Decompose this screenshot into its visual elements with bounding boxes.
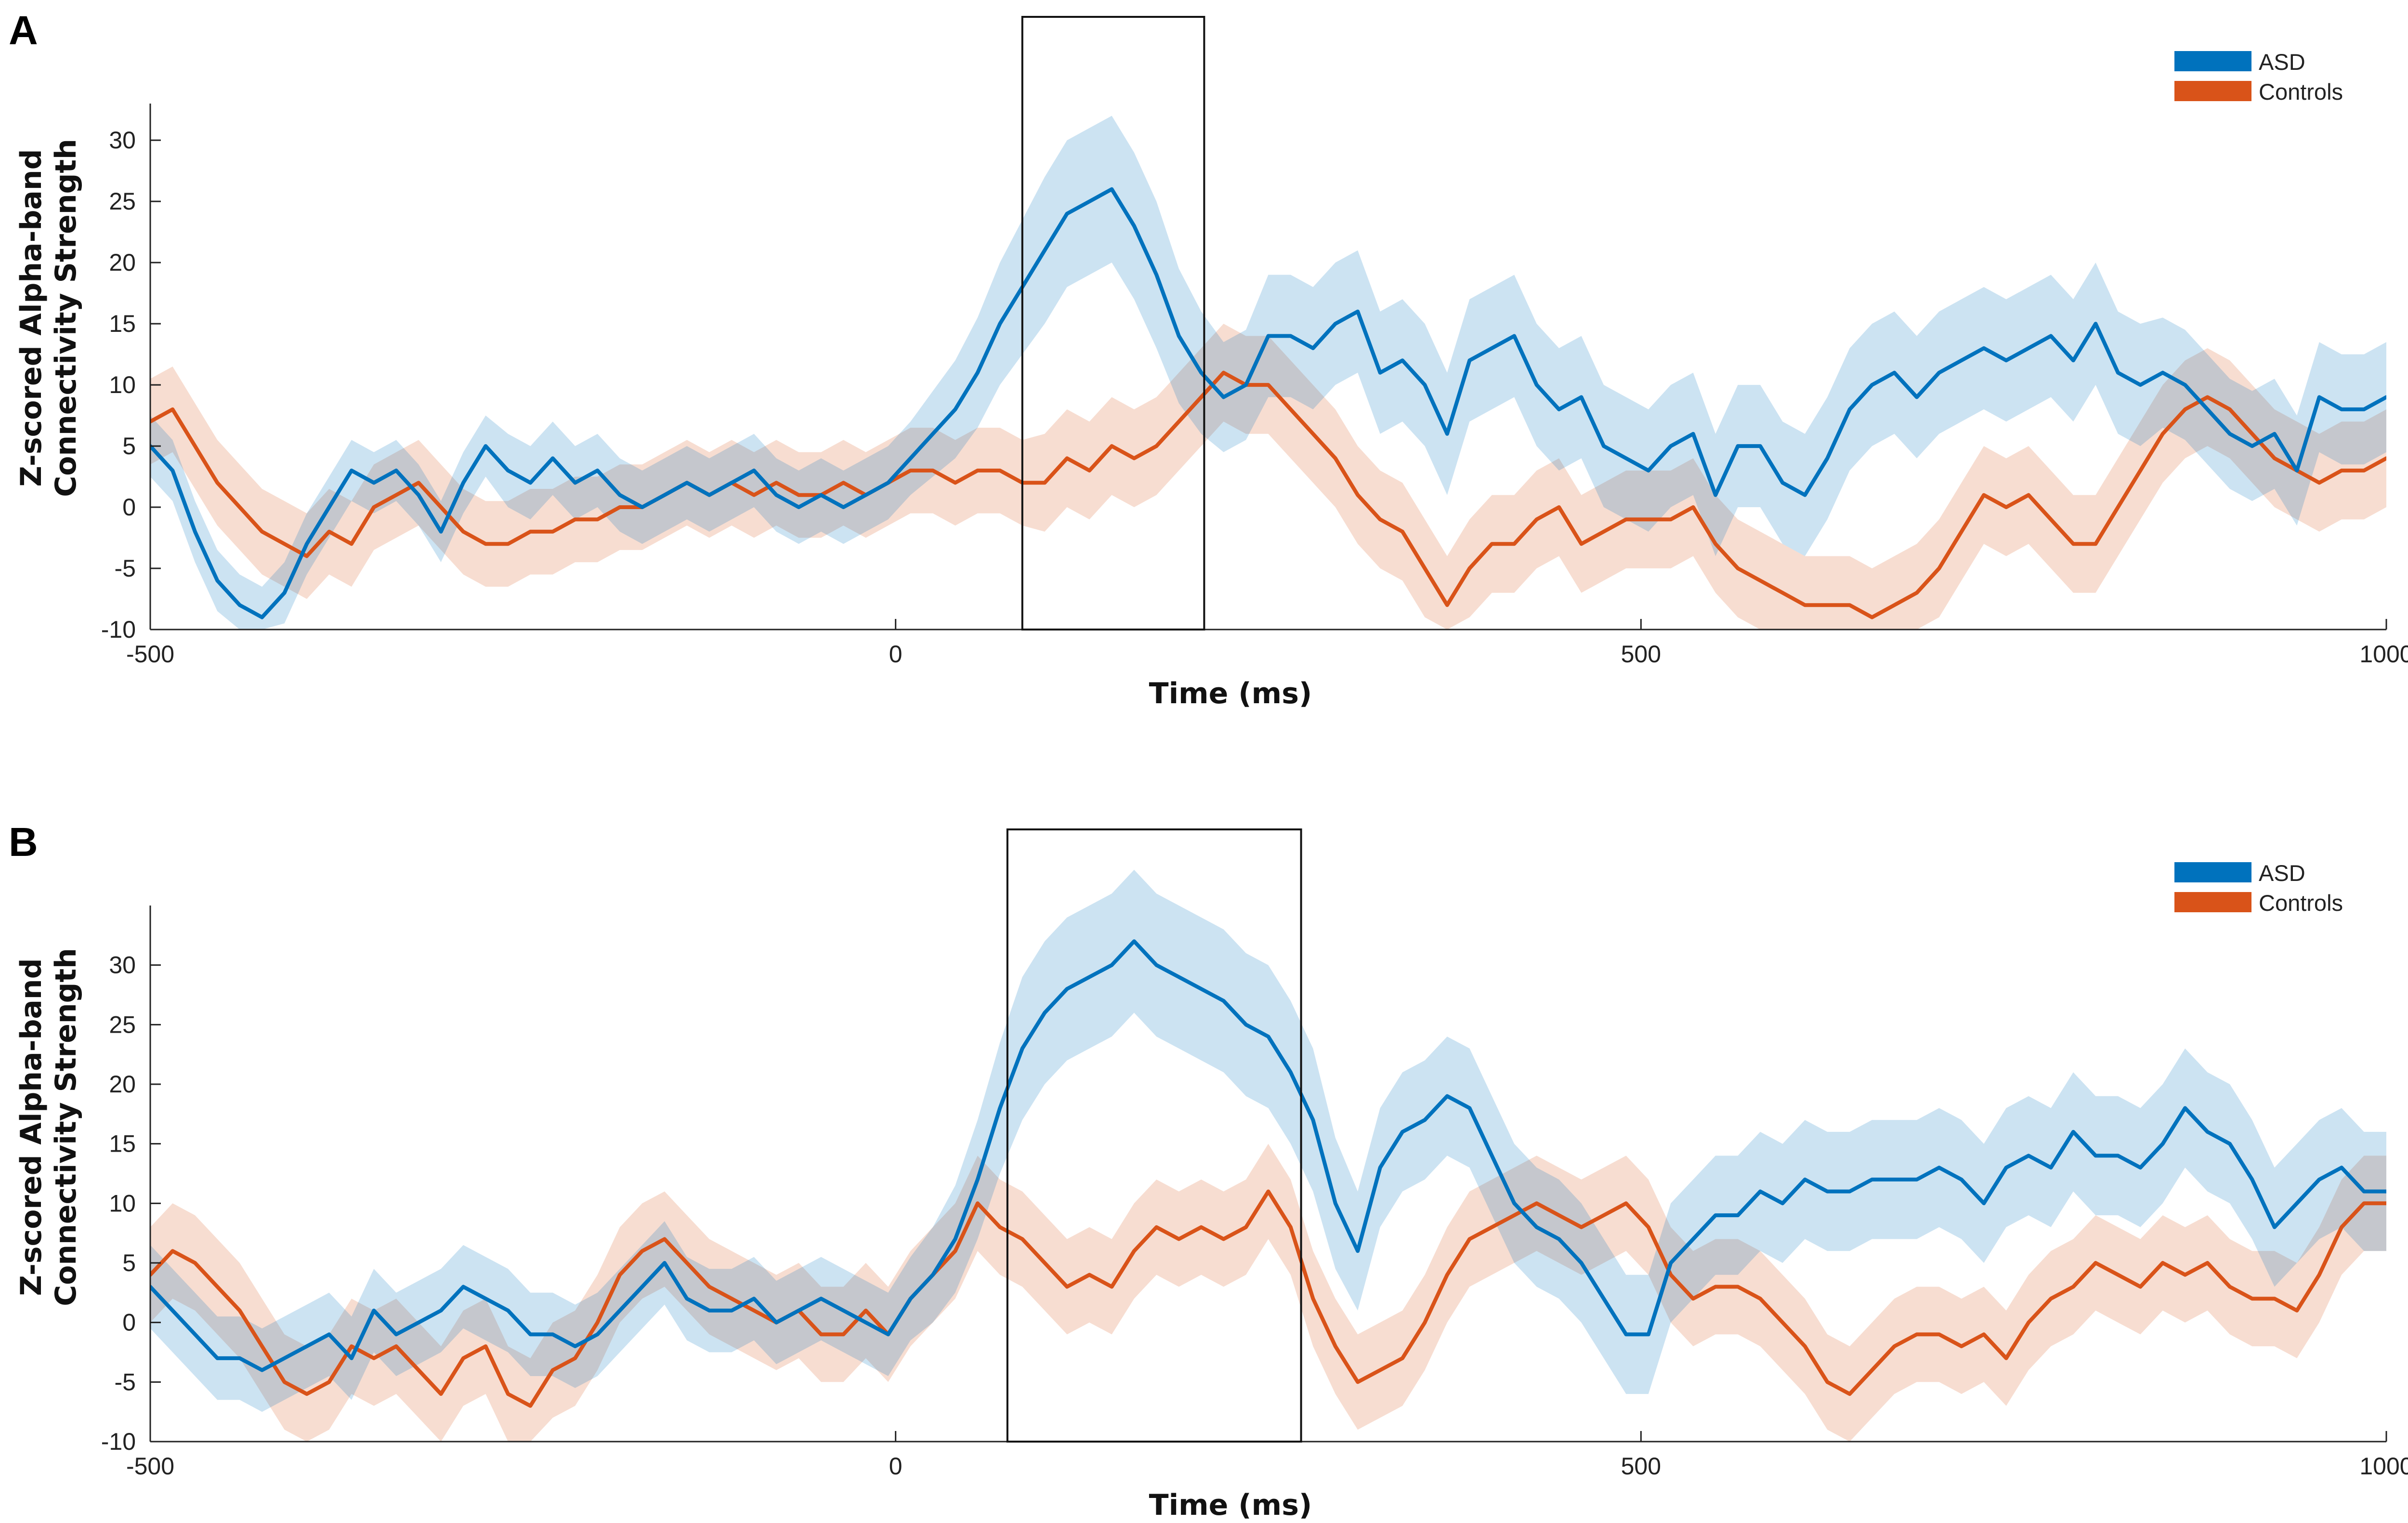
panel-b-time-window: [1006, 828, 1302, 1443]
panel-a-y-tick-label: -10: [101, 616, 136, 643]
panel-b-y-tick-label: 5: [122, 1249, 136, 1276]
panel-b-x-tick-label: 0: [889, 1453, 903, 1480]
panel-b-y-tick-label: 20: [109, 1071, 136, 1098]
panel-a-legend-asd-label: ASD: [2259, 49, 2305, 75]
panel-b-series-lines: [150, 939, 2386, 1408]
panel-b-error-bands: [150, 869, 2386, 1442]
panel-a-controls-line: [150, 370, 2386, 619]
panel-a-legend: ASD Controls: [2174, 49, 2343, 105]
panel-b-asd-line: [150, 939, 2386, 1372]
panel-b-legend-asd-swatch: [2174, 862, 2251, 882]
panel-b-y-axis-title: Z-scored Alpha-band Connectivity Strengt…: [14, 948, 83, 1306]
panel-b-controls-line: [150, 1189, 2386, 1408]
panel-a-window-rect: [1021, 16, 1205, 630]
panel-b-x-axis-title: Time (ms): [1149, 1488, 1312, 1522]
panel-b-asd-error-band: [150, 869, 2386, 1412]
panel-a-x-tick-label: 500: [1621, 641, 1661, 668]
panel-b-y-tick-label: 15: [109, 1130, 136, 1157]
panel-b: B -10 -5 0 5 10 15 20 25 30 -500 0 500 1000 Time (ms…: [9, 819, 2408, 1522]
panel-a-error-bands: [150, 116, 2386, 630]
panel-a: A -10 -5 0 5 10 15 20 25 30 -500 0 500 1000 Time (ms…: [9, 8, 2408, 710]
panel-b-letter: B: [9, 819, 38, 865]
panel-a-x-tick-label: -500: [126, 641, 174, 668]
panel-a-y-axis-title: Z-scored Alpha-band Connectivity Strengt…: [14, 139, 83, 497]
panel-a-asd-error-band: [150, 116, 2386, 630]
panel-a-y-tick-label: 0: [122, 494, 136, 521]
panel-a-series-lines: [150, 187, 2386, 619]
panel-a-y-tick-label: 20: [109, 249, 136, 276]
panel-a-y-tick-label: 10: [109, 371, 136, 398]
panel-b-legend: ASD Controls: [2174, 860, 2343, 916]
panel-b-y-tick-label: -10: [101, 1428, 136, 1455]
panel-a-legend-controls-label: Controls: [2259, 79, 2343, 105]
panel-a-y-tick-label: 30: [109, 127, 136, 154]
panel-b-x-tick-label: 500: [1621, 1453, 1661, 1480]
panel-a-y-axis-title-line-2: Connectivity Strength: [49, 139, 83, 497]
panel-a-time-window: [1021, 16, 1205, 630]
panel-a-y-axis-title-line-1: Z-scored Alpha-band: [14, 149, 48, 486]
panel-b-axes: -10 -5 0 5 10 15 20 25 30 -500 0 500 1000: [101, 906, 2408, 1480]
panel-b-y-axis-title-line-2: Connectivity Strength: [49, 948, 83, 1306]
panel-a-legend-asd-swatch: [2174, 51, 2251, 71]
panel-a-asd-line: [150, 187, 2386, 619]
panel-b-y-tick-label: 25: [109, 1011, 136, 1038]
panel-a-y-tick-label: 15: [109, 310, 136, 337]
panel-b-legend-asd-label: ASD: [2259, 860, 2305, 886]
panel-a-legend-controls-swatch: [2174, 81, 2251, 101]
panel-a-x-axis-title: Time (ms): [1149, 677, 1312, 710]
panel-b-x-tick-label: 1000: [2359, 1453, 2408, 1480]
panel-b-legend-controls-label: Controls: [2259, 890, 2343, 916]
panel-b-y-tick-label: -5: [115, 1368, 136, 1395]
panel-b-y-tick-label: 10: [109, 1190, 136, 1217]
panel-b-y-tick-label: 30: [109, 952, 136, 979]
panel-b-y-tick-label: 0: [122, 1309, 136, 1336]
panel-b-y-axis-title-line-1: Z-scored Alpha-band: [14, 958, 48, 1296]
panel-b-x-tick-label: -500: [126, 1453, 174, 1480]
panel-a-axes: -10 -5 0 5 10 15 20 25 30 -500 0 500 1000: [101, 104, 2408, 668]
panel-a-x-tick-label: 0: [889, 641, 903, 668]
panel-a-x-tick-label: 1000: [2359, 641, 2408, 668]
panel-b-legend-controls-swatch: [2174, 892, 2251, 912]
panel-a-letter: A: [9, 8, 38, 53]
panel-a-y-tick-label: 25: [109, 188, 136, 215]
panel-b-window-rect: [1006, 828, 1302, 1443]
panel-a-y-tick-label: -5: [115, 555, 136, 582]
panel-b-controls-error-band: [150, 1143, 2386, 1442]
panel-a-y-tick-label: 5: [122, 433, 136, 460]
